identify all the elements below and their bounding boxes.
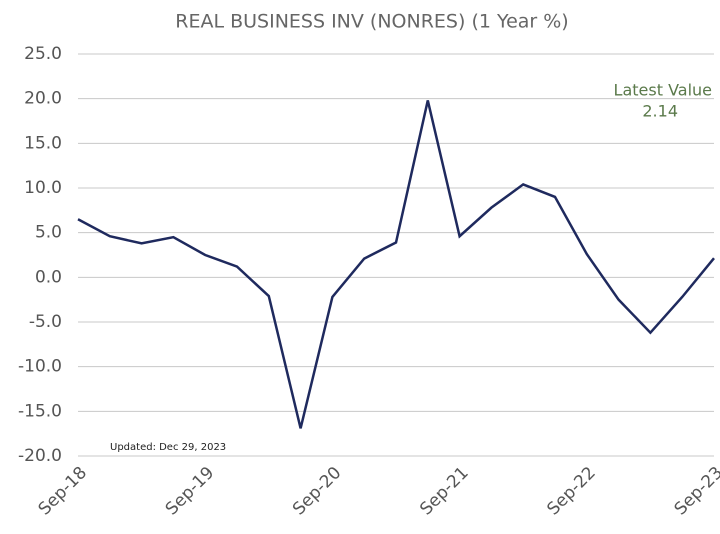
x-tick-label: Sep-19 (162, 463, 218, 519)
y-tick-label: -5.0 (29, 312, 62, 332)
y-tick-label: 5.0 (35, 223, 62, 243)
x-tick-label: Sep-18 (35, 463, 91, 519)
y-tick-label: 15.0 (24, 133, 62, 153)
x-tick-label: Sep-22 (543, 463, 599, 519)
y-tick-label: -20.0 (18, 446, 62, 466)
y-tick-label: -10.0 (18, 357, 62, 377)
y-tick-label: 0.0 (35, 267, 62, 287)
y-tick-label: -15.0 (18, 401, 62, 421)
y-tick-label: 25.0 (24, 44, 62, 64)
latest-value: 2.14 (642, 102, 678, 121)
x-tick-label: Sep-21 (416, 463, 472, 519)
y-tick-label: 10.0 (24, 178, 62, 198)
updated-note: Updated: Dec 29, 2023 (110, 442, 226, 453)
y-tick-label: 20.0 (24, 89, 62, 109)
chart-title: REAL BUSINESS INV (NONRES) (1 Year %) (175, 11, 568, 33)
latest-label: Latest Value (614, 81, 712, 100)
x-tick-label: Sep-23 (671, 463, 720, 519)
x-tick-label: Sep-20 (289, 463, 345, 519)
data-line (77, 100, 715, 429)
